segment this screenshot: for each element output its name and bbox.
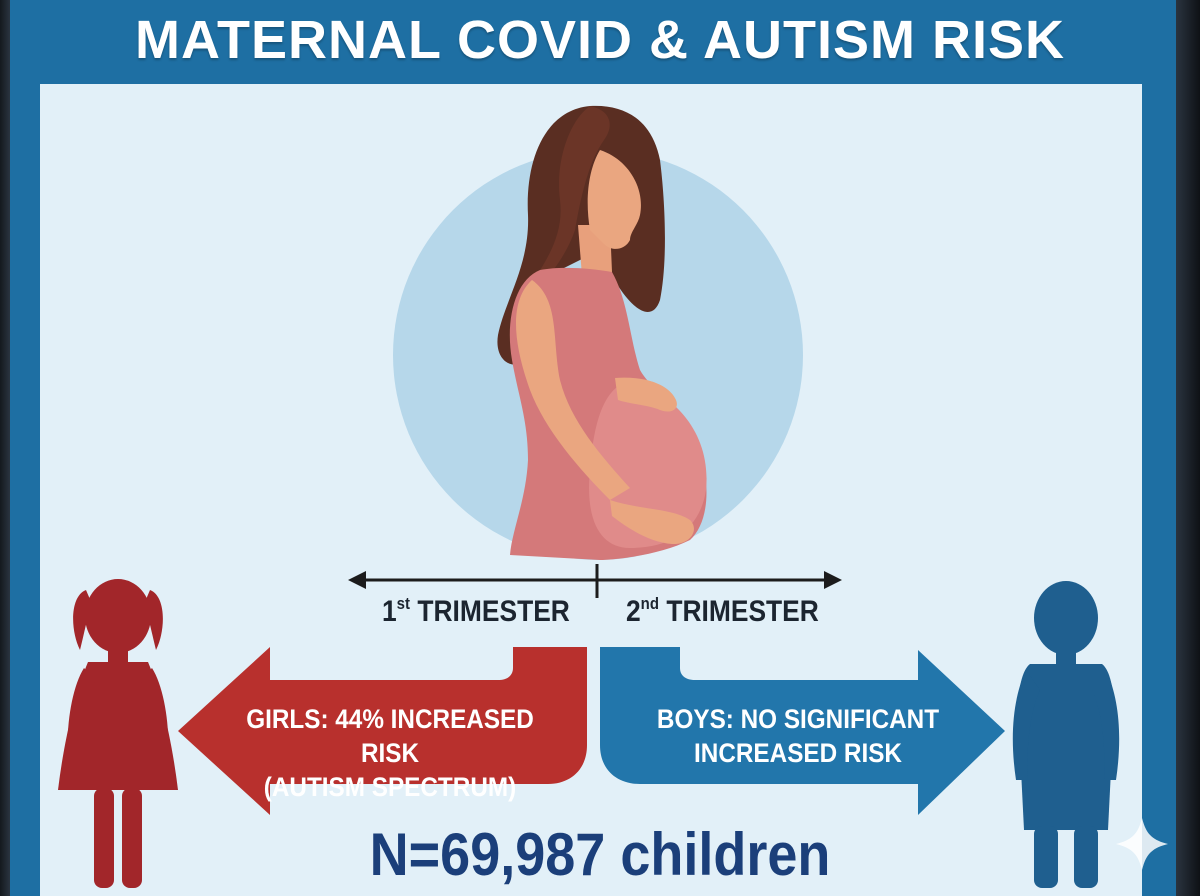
boys-risk-line1: BOYS: NO SIGNIFICANT [656, 704, 940, 734]
boy-silhouette-icon [1012, 581, 1120, 888]
boys-risk-text: BOYS: NO SIGNIFICANT INCREASED RISK [636, 702, 960, 770]
girls-risk-line2: (AUTISM SPECTRUM) [263, 772, 517, 802]
girls-risk-arrow [178, 647, 587, 815]
sparkle-icon [1116, 818, 1168, 870]
first-trimester-label: 1st TRIMESTER [382, 594, 570, 628]
frame-left-edge [0, 0, 10, 896]
girls-risk-line1: GIRLS: 44% INCREASED RISK [246, 704, 534, 768]
frame-right-edge [1176, 0, 1200, 896]
trimester-timeline [348, 564, 842, 598]
pregnant-woman-illustration [497, 105, 707, 560]
girl-silhouette-icon [58, 579, 178, 888]
boys-risk-line2: INCREASED RISK [694, 738, 902, 768]
boys-risk-arrow [600, 647, 1005, 815]
girls-risk-text: GIRLS: 44% INCREASED RISK (AUTISM SPECTR… [219, 702, 561, 804]
page-title: MATERNAL COVID & AUTISM RISK [135, 10, 1065, 70]
second-trimester-label: 2nd TRIMESTER [626, 594, 819, 628]
sample-size-label: N=69,987 children [369, 821, 831, 888]
